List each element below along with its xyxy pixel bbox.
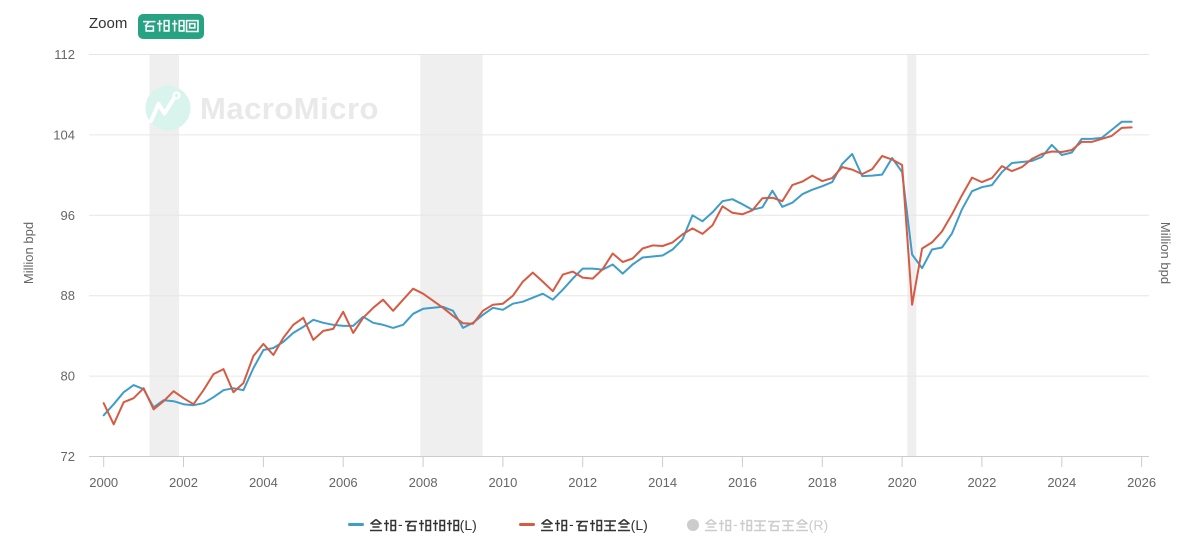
svg-text:2018: 2018 [808,475,837,490]
svg-text:2016: 2016 [728,475,757,490]
svg-text:2024: 2024 [1047,475,1076,490]
svg-text:2026: 2026 [1127,475,1156,490]
svg-text:2000: 2000 [89,475,118,490]
svg-text:2004: 2004 [249,475,278,490]
svg-text:MacroMicro: MacroMicro [200,91,379,126]
svg-text:72: 72 [61,449,75,464]
svg-text:Million bpd: Million bpd [21,222,36,284]
svg-text:2012: 2012 [568,475,597,490]
svg-text:2006: 2006 [329,475,358,490]
svg-text:112: 112 [54,47,75,62]
svg-text:104: 104 [53,127,75,142]
svg-text:Million bpd: Million bpd [1158,222,1173,284]
svg-text:2008: 2008 [409,475,438,490]
svg-text:80: 80 [61,369,75,384]
svg-text:96: 96 [61,208,75,223]
svg-text:2014: 2014 [648,475,677,490]
svg-text:2022: 2022 [967,475,996,490]
svg-text:2020: 2020 [888,475,917,490]
svg-text:88: 88 [61,288,75,303]
svg-text:2002: 2002 [169,475,198,490]
svg-text:2010: 2010 [488,475,517,490]
